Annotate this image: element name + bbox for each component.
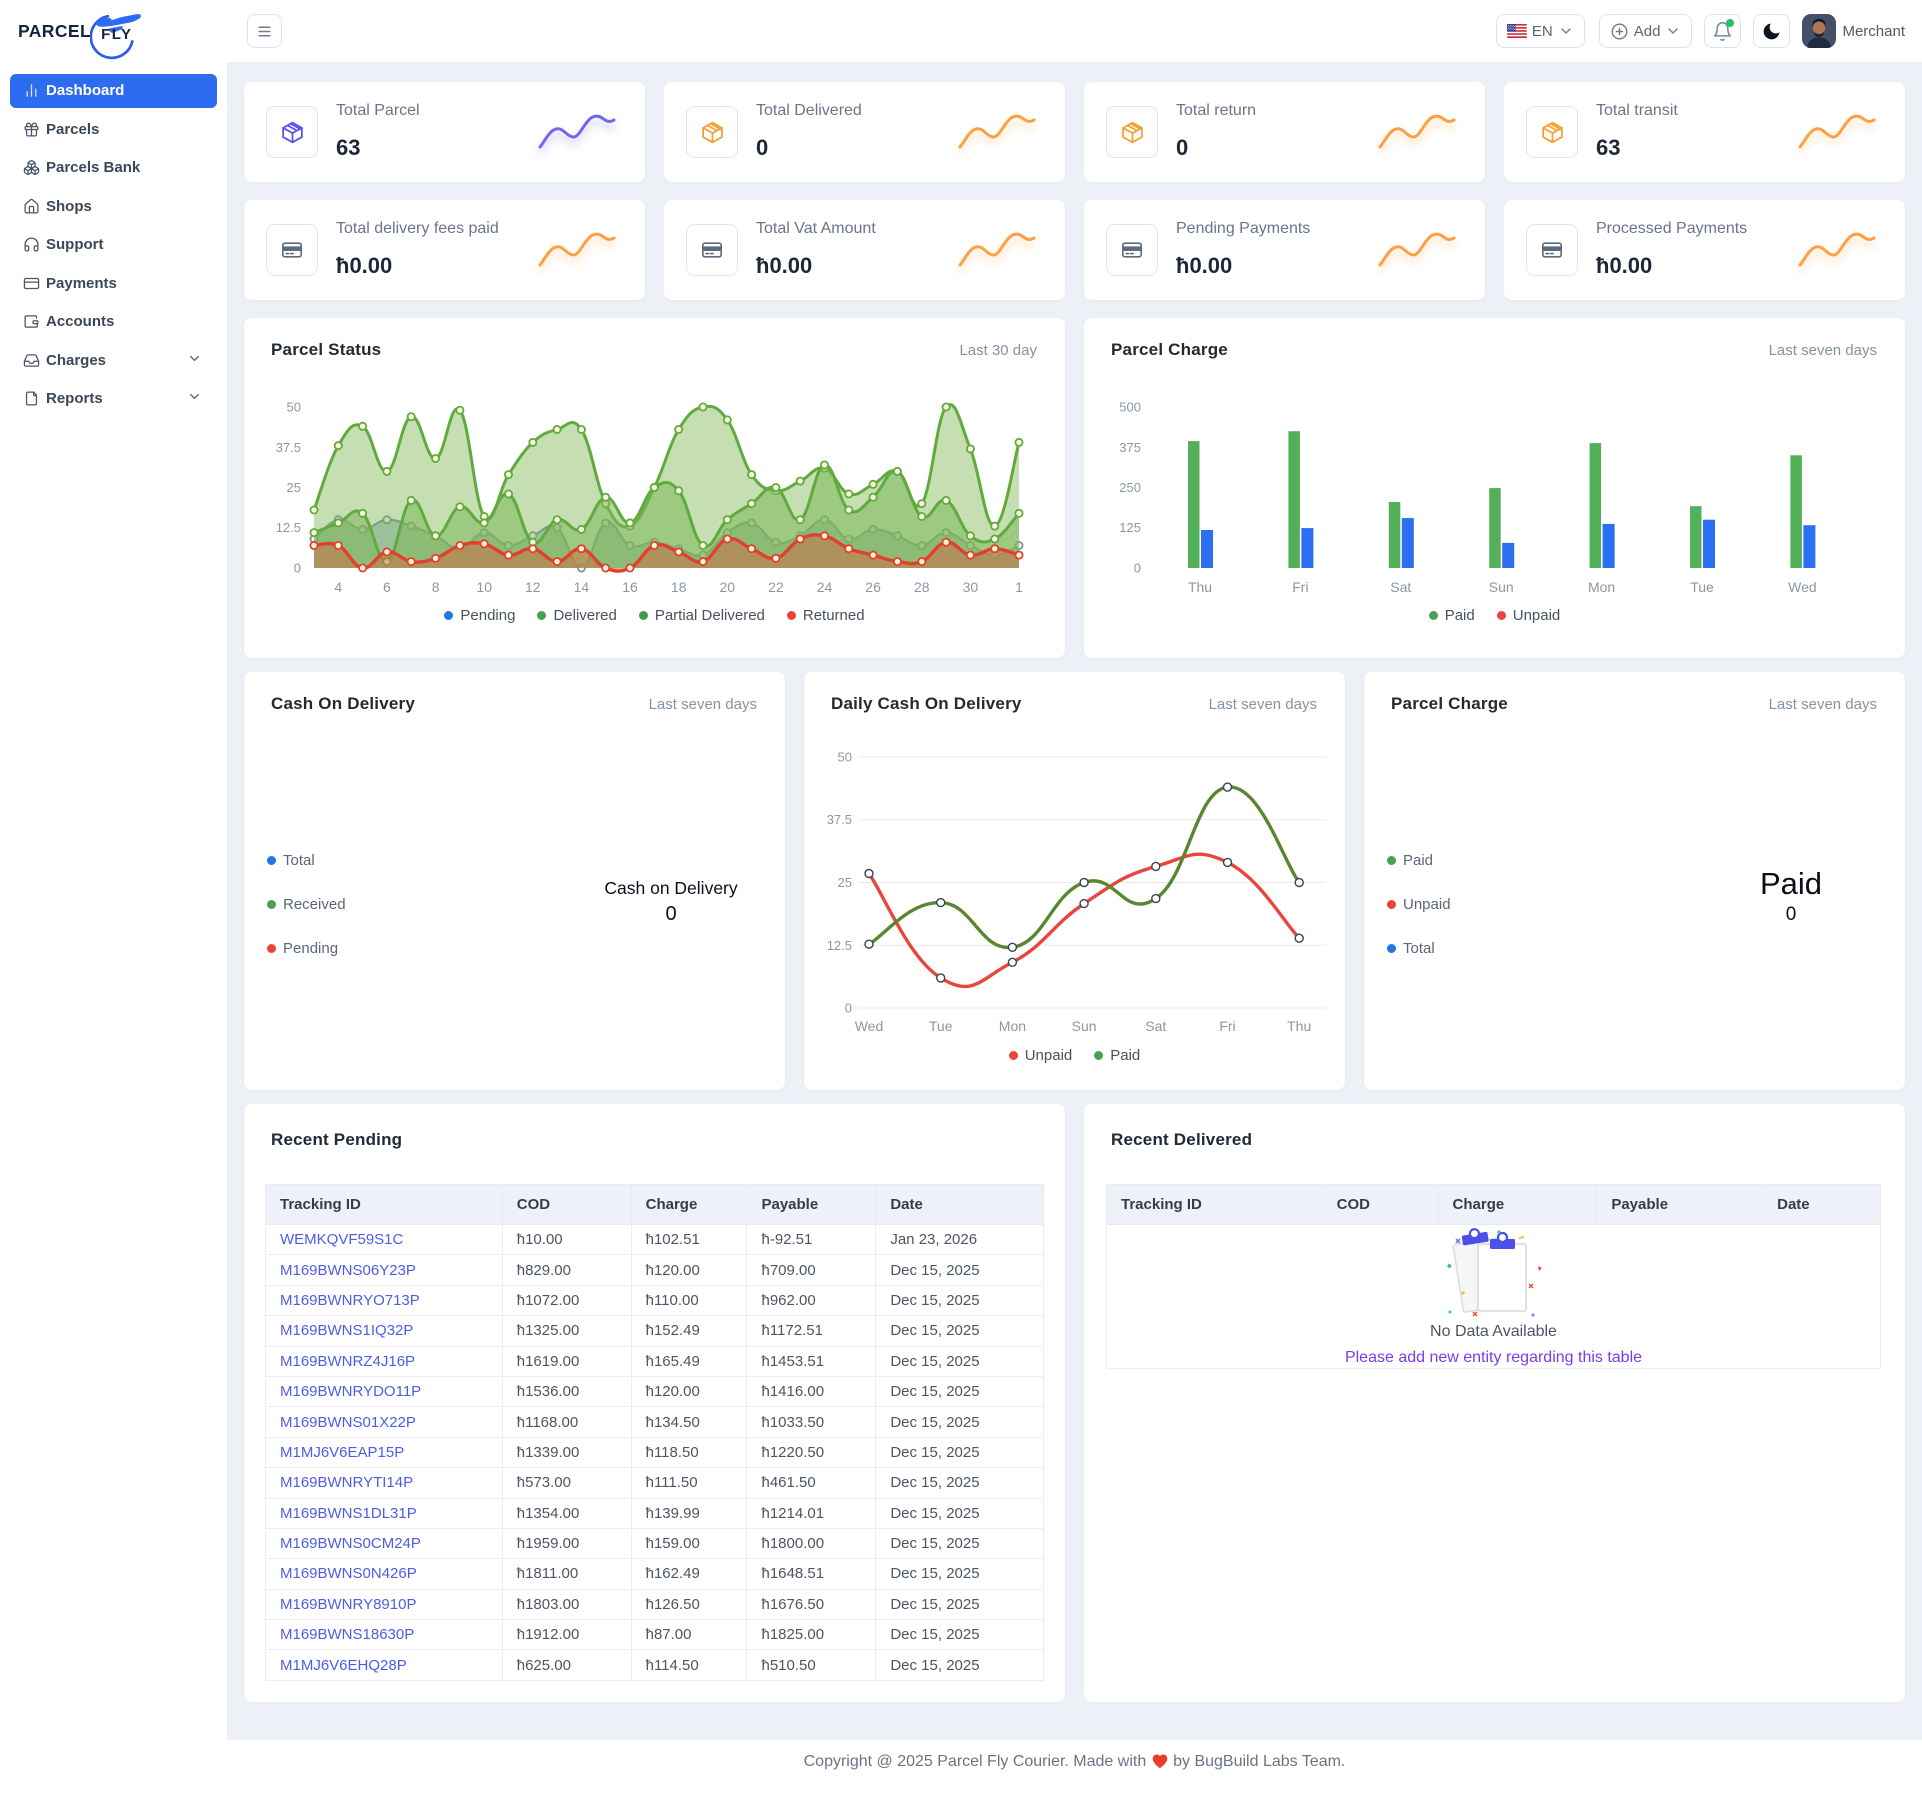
svg-text:Sun: Sun — [1072, 1018, 1097, 1034]
svg-text:37.5: 37.5 — [827, 812, 852, 827]
svg-text:Fri: Fri — [1219, 1018, 1235, 1034]
svg-text:22: 22 — [768, 579, 784, 595]
svg-text:Tue: Tue — [929, 1018, 953, 1034]
svg-text:0: 0 — [1134, 561, 1141, 576]
svg-text:6: 6 — [383, 579, 391, 595]
svg-text:4: 4 — [334, 579, 342, 595]
svg-text:Thu: Thu — [1188, 579, 1212, 595]
svg-text:Mon: Mon — [999, 1018, 1026, 1034]
svg-text:Mon: Mon — [1588, 579, 1615, 595]
svg-text:Thu: Thu — [1287, 1018, 1311, 1034]
svg-text:Sat: Sat — [1390, 579, 1411, 595]
svg-text:500: 500 — [1119, 400, 1141, 415]
svg-text:20: 20 — [720, 579, 736, 595]
svg-text:16: 16 — [622, 579, 638, 595]
svg-text:0: 0 — [845, 1001, 852, 1016]
svg-text:25: 25 — [287, 480, 301, 495]
svg-text:Wed: Wed — [1788, 579, 1817, 595]
svg-text:24: 24 — [817, 579, 833, 595]
svg-text:250: 250 — [1119, 480, 1141, 495]
svg-text:1: 1 — [1015, 579, 1023, 595]
svg-text:Wed: Wed — [855, 1018, 884, 1034]
svg-text:Sat: Sat — [1145, 1018, 1166, 1034]
svg-text:18: 18 — [671, 579, 687, 595]
svg-text:10: 10 — [476, 579, 492, 595]
svg-text:28: 28 — [914, 579, 930, 595]
svg-text:0: 0 — [294, 561, 301, 576]
svg-text:14: 14 — [574, 579, 590, 595]
svg-text:8: 8 — [432, 579, 440, 595]
svg-text:12.5: 12.5 — [276, 520, 301, 535]
svg-text:Tue: Tue — [1690, 579, 1714, 595]
svg-text:26: 26 — [865, 579, 881, 595]
svg-text:125: 125 — [1119, 520, 1141, 535]
svg-text:50: 50 — [287, 400, 301, 415]
svg-text:12: 12 — [525, 579, 541, 595]
svg-text:30: 30 — [963, 579, 979, 595]
svg-text:50: 50 — [838, 750, 852, 765]
svg-text:375: 375 — [1119, 440, 1141, 455]
svg-text:Sun: Sun — [1489, 579, 1514, 595]
svg-text:37.5: 37.5 — [276, 440, 301, 455]
svg-text:25: 25 — [838, 875, 852, 890]
svg-text:Fri: Fri — [1292, 579, 1308, 595]
svg-text:12.5: 12.5 — [827, 938, 852, 953]
